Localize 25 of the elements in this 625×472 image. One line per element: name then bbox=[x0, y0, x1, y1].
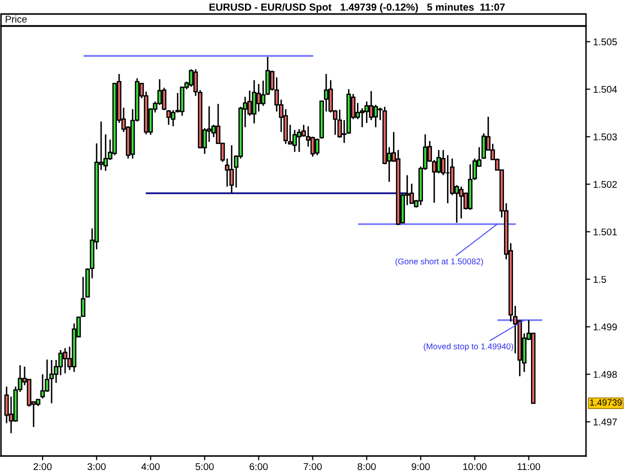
y-tick-label: 1.505 bbox=[594, 38, 617, 46]
y-tick-label: 1.498 bbox=[594, 371, 617, 378]
x-tick-label: 3:00 bbox=[88, 463, 106, 470]
x-tick-label: 2:00 bbox=[34, 463, 52, 470]
x-tick-label: 8:00 bbox=[358, 463, 376, 470]
y-axis-title: Price bbox=[6, 15, 27, 23]
x-tick-label: 9:00 bbox=[412, 463, 430, 470]
chart-title: EURUSD - EUR/USD Spot 1.49739 (-0.12%) 5 minutes 11:07 bbox=[209, 3, 505, 13]
x-tick-label: 5:00 bbox=[196, 463, 214, 470]
y-tick-label: 1.504 bbox=[594, 86, 617, 93]
candlestick bbox=[314, 138, 320, 156]
x-tick-label: 7:00 bbox=[304, 463, 322, 470]
y-tick-label: 1.501 bbox=[594, 228, 617, 236]
x-tick-label: 4:00 bbox=[141, 463, 160, 470]
annotation: (Gone short at 1.50082) bbox=[396, 258, 483, 266]
y-tick-label: 1.497 bbox=[594, 418, 617, 426]
y-tick-label: 1.503 bbox=[594, 133, 617, 140]
y-tick-label: 1.5 bbox=[594, 276, 606, 283]
x-tick-label: 6:00 bbox=[250, 463, 268, 470]
y-tick-label: 1.499 bbox=[594, 323, 617, 330]
y-tick-label: 1.502 bbox=[594, 180, 617, 188]
text: 1.49739 bbox=[590, 399, 622, 406]
annotation: (Moved stop to 1.49940) bbox=[424, 343, 514, 351]
x-tick-label: 10:00 bbox=[463, 463, 487, 470]
x-tick-label: 11:00 bbox=[518, 463, 540, 470]
